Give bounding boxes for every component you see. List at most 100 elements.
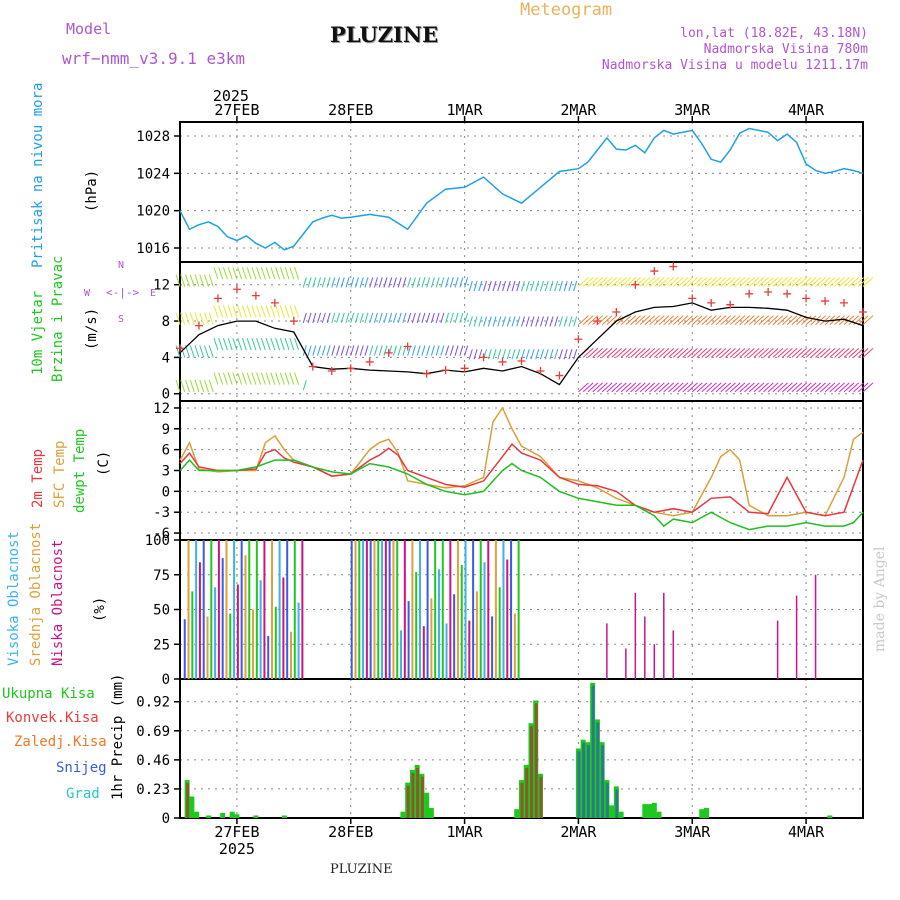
wind-barb-stroke <box>284 267 290 280</box>
wind-barb-stroke <box>218 337 224 351</box>
wind-barb-stroke <box>426 277 431 288</box>
y-tick-label: 4 <box>162 350 170 366</box>
wind-barb-stroke <box>364 312 369 324</box>
wind-barb-stroke <box>611 348 622 358</box>
wind-barb-stroke <box>748 382 760 393</box>
wind-barb-stroke <box>782 348 793 358</box>
y-tick-label: 0 <box>162 811 170 827</box>
wind-barb-stroke <box>270 372 276 385</box>
wind-barb-stroke <box>180 379 186 393</box>
wind-barb-stroke <box>782 382 793 393</box>
x-bottom-day-label: 1MAR <box>447 823 484 841</box>
wind-barb-stroke <box>625 382 637 393</box>
wind-barb-stroke <box>492 280 497 292</box>
wind-barb-stroke <box>506 349 511 360</box>
wind-barb-stroke <box>734 315 746 326</box>
wind-barb-stroke <box>397 277 402 288</box>
wind-barb-stroke <box>805 382 817 393</box>
wind-barb-stroke <box>265 337 271 351</box>
wind-barb-stroke <box>805 315 817 326</box>
temp-sfc-label: SFC Temp <box>52 440 68 508</box>
wind-barb-stroke <box>801 315 812 326</box>
wind-barb-stroke <box>506 280 511 292</box>
wind-gust-marker <box>726 300 735 309</box>
wind-barb-stroke <box>796 348 807 358</box>
wind-barb-stroke <box>663 315 675 326</box>
precip-bar-total <box>651 802 657 818</box>
x-top-day-label: 3MAR <box>674 101 711 119</box>
wind-barb-stroke <box>251 305 257 318</box>
wind-barb-stroke <box>791 348 803 358</box>
wind-barb-stroke <box>454 312 459 324</box>
wind-barb-stroke <box>853 348 864 358</box>
wind-barb-stroke <box>284 372 290 385</box>
wind-barb-stroke <box>777 382 788 393</box>
wind-barb-stroke <box>838 382 850 393</box>
wind-barb-stroke <box>218 305 224 318</box>
precip-bar-inner <box>411 772 415 818</box>
wind-barb-stroke <box>848 315 860 326</box>
wind-barb-stroke <box>758 382 769 393</box>
wind-barb-stroke <box>691 382 703 393</box>
wind-barb-stroke <box>359 312 364 324</box>
x-bottom-day-label: 4MAR <box>788 823 825 841</box>
wind-barb-stroke <box>563 280 568 292</box>
wind-barb-stroke <box>378 277 383 288</box>
wind-barb-stroke <box>246 337 252 351</box>
wind-barb-stroke <box>497 316 502 327</box>
wind-barb-stroke <box>392 277 397 288</box>
wind-barb-stroke <box>251 372 257 385</box>
wind-barb-stroke <box>189 274 195 287</box>
wind-barb-stroke <box>848 348 860 358</box>
wind-barb-stroke <box>364 345 369 356</box>
precip-bar-total <box>220 812 226 818</box>
wind-barb-stroke <box>753 348 765 358</box>
wind-barb-stroke <box>340 277 345 288</box>
wind-barb-stroke <box>739 382 751 393</box>
wind-barb-stroke <box>672 315 684 326</box>
wind-barb-stroke <box>185 274 190 287</box>
wind-barb-stroke <box>672 277 684 287</box>
y-tick-label: 50 <box>153 603 170 619</box>
wind-barb-stroke <box>473 280 478 292</box>
wind-barb-stroke <box>682 277 694 287</box>
wind-barb-stroke <box>862 348 874 358</box>
precip-legend-strat: Zaledj.Kisa <box>14 734 107 750</box>
wind-barb-stroke <box>222 337 228 351</box>
wind-barb-stroke <box>715 382 727 393</box>
wind-barb-stroke <box>203 274 209 287</box>
wind-barb-stroke <box>734 348 746 358</box>
wind-barb-stroke <box>402 345 407 356</box>
wind-barb-stroke <box>265 305 271 318</box>
wind-barb-stroke <box>592 277 603 287</box>
wind-barb-stroke <box>691 277 703 287</box>
wind-barb-stroke <box>459 312 464 324</box>
wind-barb-stroke <box>672 382 684 393</box>
cloud-unit: (%) <box>92 596 108 622</box>
wind-barb-stroke <box>668 382 679 393</box>
wind-barb-stroke <box>331 312 336 324</box>
y-tick-label: 75 <box>153 568 170 584</box>
wind-barb-stroke <box>696 382 708 393</box>
wind-barb-stroke <box>729 315 741 326</box>
wind-barb-stroke <box>256 305 262 318</box>
wind-barb-stroke <box>256 372 262 385</box>
wind-barb-stroke <box>625 348 637 358</box>
wind-barb-stroke <box>355 345 359 356</box>
wind-barb-stroke <box>819 348 831 358</box>
wind-barb-stroke <box>388 277 393 288</box>
wind-barb-stroke <box>649 348 660 358</box>
wind-barb-stroke <box>189 345 195 358</box>
wind-barb-stroke <box>620 315 632 326</box>
wind-barb-stroke <box>345 277 350 288</box>
wind-barb-stroke <box>587 382 599 393</box>
wind-barb-stroke <box>369 312 374 324</box>
precip-bar-inner <box>596 722 600 818</box>
wind-barb-stroke <box>407 312 412 324</box>
wind-barb-stroke <box>307 277 312 288</box>
wind-barb-stroke <box>317 312 322 324</box>
wind-barb-stroke <box>241 337 247 351</box>
wind-barb-stroke <box>748 315 760 326</box>
wind-barb-stroke <box>696 315 708 326</box>
wind-barb-stroke <box>744 277 755 287</box>
